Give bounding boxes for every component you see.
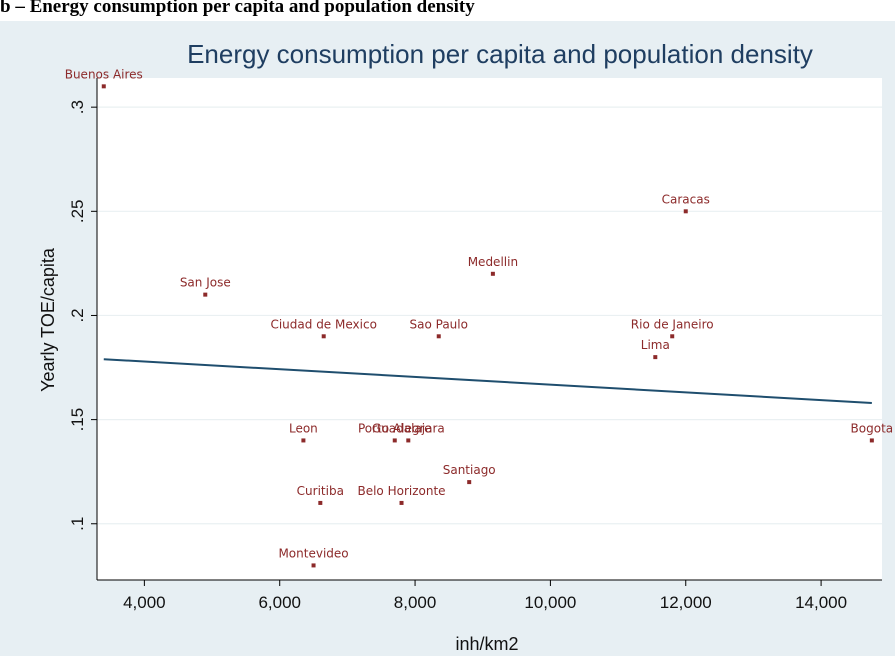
data-point-label: Bogota (851, 421, 894, 435)
x-tick-label: 4,000 (123, 593, 166, 612)
data-point-label: Sao Paulo (410, 317, 468, 331)
x-tick-label: 8,000 (394, 593, 437, 612)
data-point-label: Porto Alegre (358, 421, 432, 435)
data-point (670, 334, 675, 339)
data-point (318, 500, 323, 505)
x-tick-label: 14,000 (795, 593, 847, 612)
data-point (392, 438, 397, 443)
data-point-label: Rio de Janeiro (631, 317, 714, 331)
data-point-label: Montevideo (278, 546, 348, 560)
fitted-trend-line (103, 358, 872, 404)
data-point-label: Medellin (468, 255, 518, 269)
data-point (653, 355, 658, 360)
x-tick-label: 6,000 (258, 593, 301, 612)
data-point-label: San Jose (180, 276, 231, 290)
y-tick-label: .25 (68, 199, 87, 223)
data-point (436, 334, 441, 339)
x-tick-label: 10,000 (524, 593, 576, 612)
y-tick-label: .3 (68, 100, 87, 114)
y-axis-label: Yearly TOE/capita (38, 247, 58, 392)
y-tick-label: .2 (68, 308, 87, 322)
plot-region: .1 .15 .2 .25 .3 4,000 6,000 8,000 10,000 12,000 1… (65, 67, 893, 612)
data-point-label: Leon (289, 421, 318, 435)
data-point (101, 84, 106, 89)
data-point-label: Belo Horizonte (357, 484, 445, 498)
y-tick-label: .15 (68, 408, 87, 432)
data-point-label: Guadalajara (372, 421, 445, 435)
y-tick-label: .1 (68, 517, 87, 531)
data-point (399, 500, 404, 505)
data-point-label: Curitiba (297, 484, 344, 498)
data-point-label: Santiago (443, 463, 496, 477)
data-point (683, 209, 688, 214)
data-point (869, 438, 874, 443)
data-point-label: Buenos Aires (65, 67, 143, 81)
plot-area (97, 78, 882, 580)
data-point (203, 292, 208, 297)
figure-caption: b – Energy consumption per capita and po… (0, 0, 475, 17)
data-point (311, 563, 316, 568)
chart-title: Energy consumption per capita and popula… (187, 39, 813, 69)
data-point (301, 438, 306, 443)
x-axis-label: inh/km2 (455, 634, 518, 654)
data-point (406, 438, 411, 443)
data-point-label: Ciudad de Mexico (270, 317, 376, 331)
data-point (321, 334, 326, 339)
data-point (467, 480, 472, 485)
data-point-label: Caracas (662, 192, 710, 206)
x-tick-label: 12,000 (660, 593, 712, 612)
data-point (490, 271, 495, 276)
data-point-label: Lima (641, 338, 670, 352)
